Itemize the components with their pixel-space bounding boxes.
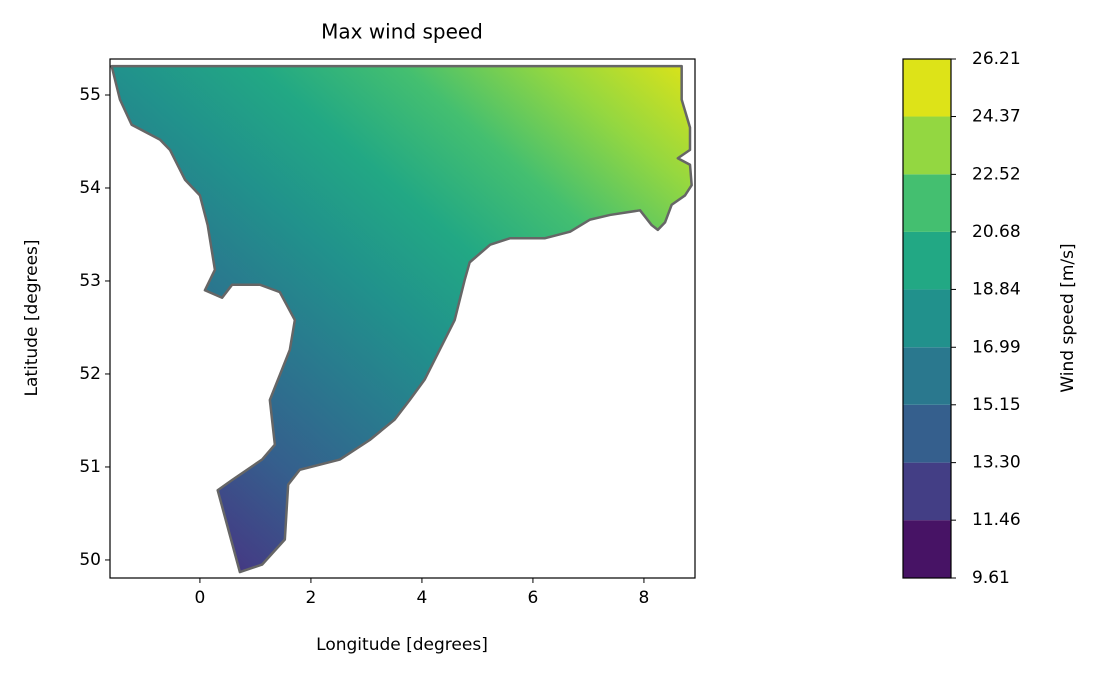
colorbar-tick-label: 20.68 [972, 222, 1021, 242]
y-tick-label: 53 [79, 271, 101, 291]
colorbar-band [903, 174, 951, 232]
y-tick-label: 55 [79, 85, 101, 105]
y-tick-label: 52 [79, 364, 101, 384]
plot-frame [109, 58, 696, 579]
x-tick-label: 4 [417, 588, 428, 608]
x-tick-label: 8 [639, 588, 650, 608]
colorbar-frame [902, 58, 952, 579]
colorbar-tick-label: 16.99 [972, 337, 1021, 357]
colorbar-tick-label: 24.37 [972, 107, 1021, 127]
y-tick-label: 54 [79, 178, 101, 198]
colorbar-band [903, 231, 951, 290]
colorbar-tick-label: 11.46 [972, 510, 1021, 530]
colorbar-band [903, 347, 951, 405]
colorbar-band [903, 520, 951, 578]
colorbar-band [903, 404, 951, 463]
x-tick-label: 2 [306, 588, 317, 608]
colorbar-tick-label: 26.21 [972, 49, 1021, 69]
colorbar-tick-label: 15.15 [972, 395, 1021, 415]
x-tick-label: 0 [195, 588, 206, 608]
colorbar-band [903, 59, 951, 117]
colorbar-band [903, 116, 951, 175]
colorbar-tick-label: 18.84 [972, 279, 1021, 299]
chart-title: Max wind speed [321, 20, 483, 44]
colorbar-band [903, 462, 951, 521]
colorbar-tick-label: 9.61 [972, 568, 1010, 588]
x-axis-label: Longitude [degrees] [316, 635, 488, 655]
colorbar-tick-label: 22.52 [972, 164, 1021, 184]
wind-field [110, 64, 693, 574]
colorbar-tick-label: 13.30 [972, 453, 1021, 473]
x-tick-label: 6 [528, 588, 539, 608]
colorbar-band [903, 289, 951, 348]
y-axis-label: Latitude [degrees] [22, 239, 42, 396]
y-tick-label: 50 [79, 550, 101, 570]
y-tick-label: 51 [79, 457, 101, 477]
colorbar-label: Wind speed [m/s] [1058, 243, 1078, 392]
